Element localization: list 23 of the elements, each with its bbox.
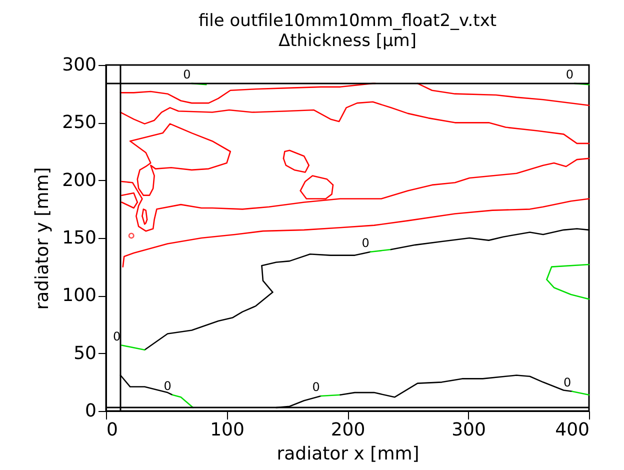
annotation: 0 — [164, 378, 172, 393]
x-axis-title: radiator x [mm] — [276, 444, 420, 464]
annotation: 0 — [113, 329, 121, 344]
chart-subtitle: Δthickness [μm] — [278, 31, 416, 51]
y-tick-label: 50 — [74, 342, 96, 364]
y-tick-label: 250 — [62, 112, 96, 134]
x-tick-label: 200 — [330, 420, 366, 440]
x-tick-label: 0 — [106, 420, 118, 440]
chart-title: file outfile10mm10mm_float2_v.txt — [198, 11, 497, 31]
annotation: 0 — [563, 375, 572, 390]
x-tick-label: 400 — [555, 420, 590, 440]
y-axis-title: radiator y [mm] — [32, 167, 54, 310]
y-tick-label: 100 — [62, 285, 96, 306]
y-tick-label: 0 — [85, 400, 96, 422]
x-tick-label: 300 — [452, 420, 486, 440]
y-tick-label: 200 — [62, 170, 96, 191]
x-tick-label: 100 — [210, 420, 244, 440]
y-tick-label: 150 — [62, 228, 96, 248]
y-tick-label: 300 — [62, 54, 96, 76]
annotation: 0 — [183, 67, 191, 82]
annotation: 0 — [362, 236, 370, 250]
annotation: 0 — [312, 380, 320, 394]
annotation: 0 — [566, 67, 574, 82]
